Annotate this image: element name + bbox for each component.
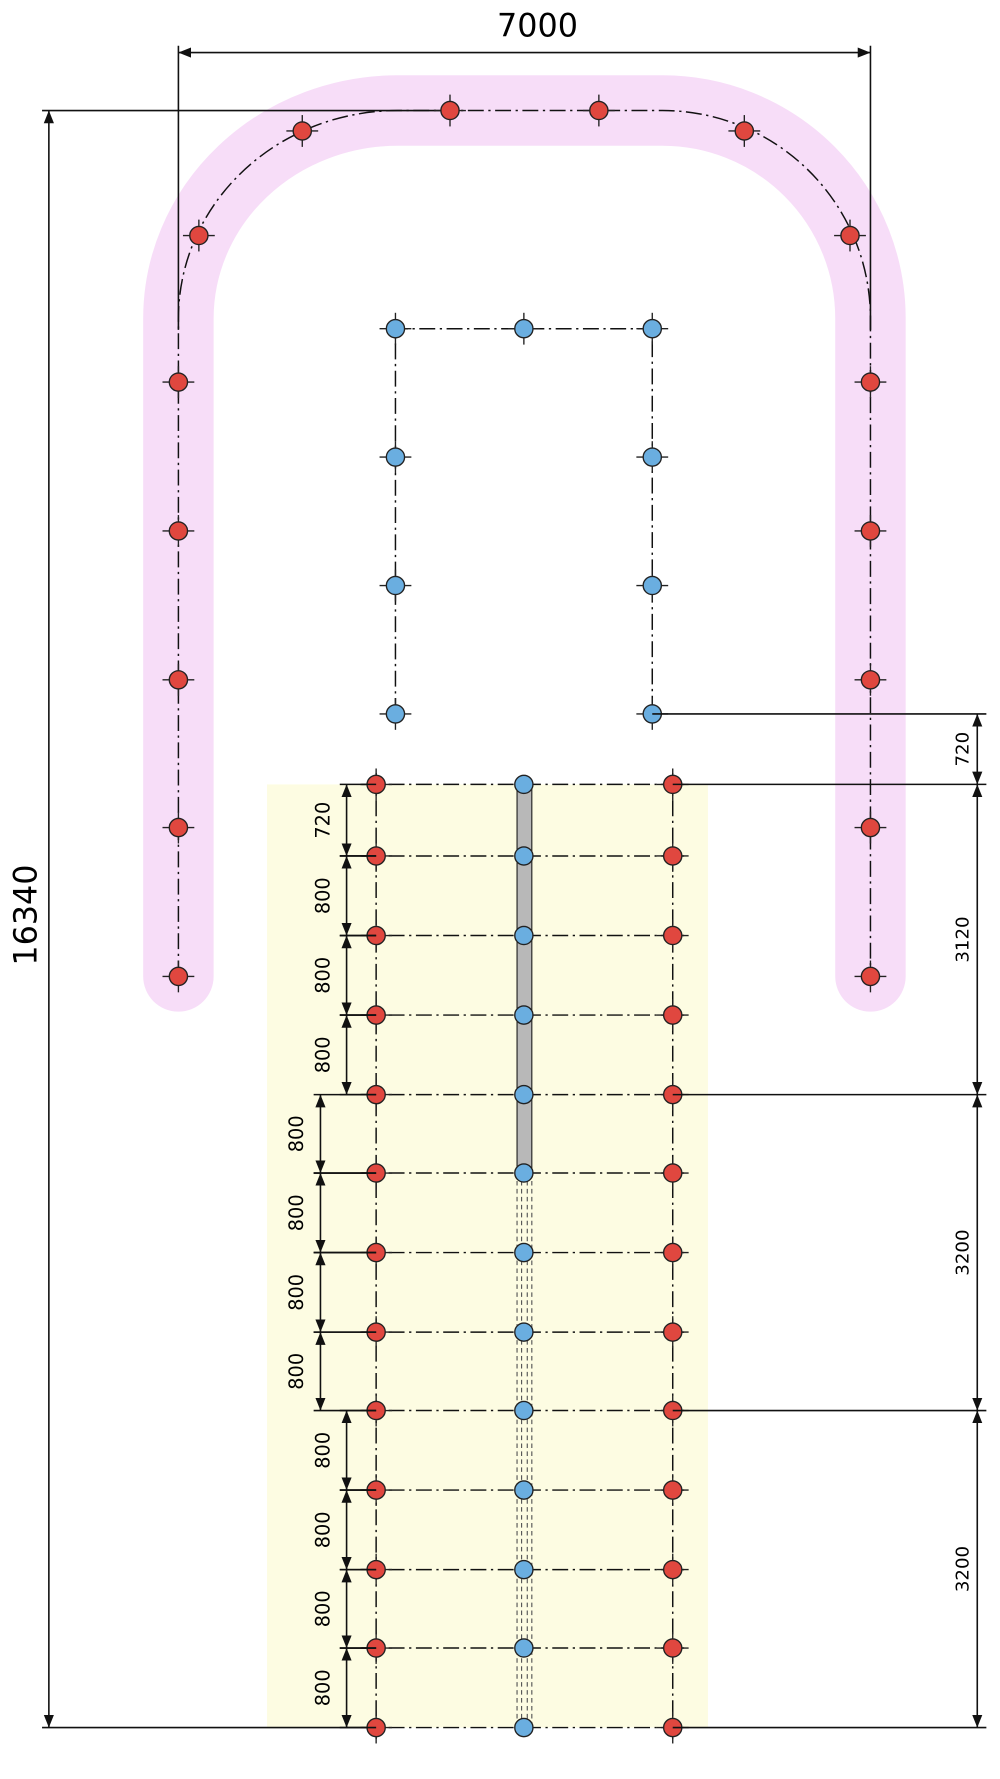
width-label: 7000 (497, 7, 578, 45)
yellow-zone (267, 784, 708, 1728)
blue-point (514, 318, 534, 339)
blue-point (642, 447, 663, 467)
red-point (168, 966, 189, 987)
red-point (168, 670, 189, 690)
generated: 720 800 800 800 800 800 800 800 800 800 800 800 720 3… (162, 94, 987, 1744)
blue-point (514, 1717, 534, 1738)
blue-point (385, 575, 406, 596)
blue-point (514, 1559, 534, 1580)
blue-point (514, 1322, 534, 1342)
dim-label: 800 (311, 1432, 334, 1469)
red-point (292, 121, 313, 141)
red-point (168, 372, 189, 392)
gray-bar (516, 783, 533, 1174)
red-point (734, 121, 755, 141)
blue-point (385, 318, 406, 339)
dim-label: 800 (311, 1590, 334, 1627)
dim-label: 800 (311, 877, 334, 914)
red-point (860, 670, 881, 690)
u-axis (177, 109, 872, 977)
blue-point (514, 1005, 534, 1025)
blue-point (514, 1400, 534, 1421)
red-point (662, 1005, 683, 1025)
blue-point (514, 925, 534, 946)
dashed-bar (516, 1173, 533, 1728)
blue-point (514, 1242, 534, 1263)
red-point (662, 1163, 683, 1183)
red-point (860, 372, 881, 392)
red-point (662, 925, 683, 946)
dim-label: 3200 (953, 1229, 974, 1275)
dim-label: 800 (311, 1036, 334, 1073)
dim-label: 800 (311, 957, 334, 994)
blue-point (514, 1480, 534, 1500)
red-point (440, 100, 460, 121)
red-point (662, 1322, 683, 1342)
dim-label: 800 (285, 1115, 308, 1152)
red-point (168, 521, 189, 541)
blue-point (514, 1163, 534, 1183)
red-point (662, 846, 683, 866)
height-label: 16340 (6, 864, 44, 965)
dim-label: 3200 (953, 1546, 974, 1592)
red-point (662, 1242, 683, 1263)
dim-label: 800 (285, 1194, 308, 1231)
red-point (860, 521, 881, 541)
red-point (860, 966, 881, 987)
dim-label: 800 (311, 1669, 334, 1706)
red-point (662, 1559, 683, 1580)
dim-label: 3120 (953, 916, 974, 962)
dim-label: 800 (311, 1511, 334, 1548)
red-point (860, 817, 881, 838)
blue-point (642, 318, 663, 339)
blue-point (642, 575, 663, 596)
red-point (168, 817, 189, 838)
red-point (589, 100, 609, 121)
blue-point (385, 704, 406, 724)
blue-point (385, 447, 406, 467)
blue-point (514, 846, 534, 866)
dim-label: 720 (311, 802, 334, 839)
red-point (189, 225, 209, 246)
blue-point (514, 1638, 534, 1658)
dim-label: 720 (953, 732, 974, 767)
red-point (662, 1638, 683, 1658)
blue-point (514, 774, 534, 795)
inner-axis (394, 327, 654, 714)
dim-label: 800 (285, 1353, 308, 1390)
red-point (662, 1480, 683, 1500)
red-point (840, 225, 860, 246)
dim-label: 800 (285, 1274, 308, 1311)
blue-point (514, 1084, 534, 1105)
